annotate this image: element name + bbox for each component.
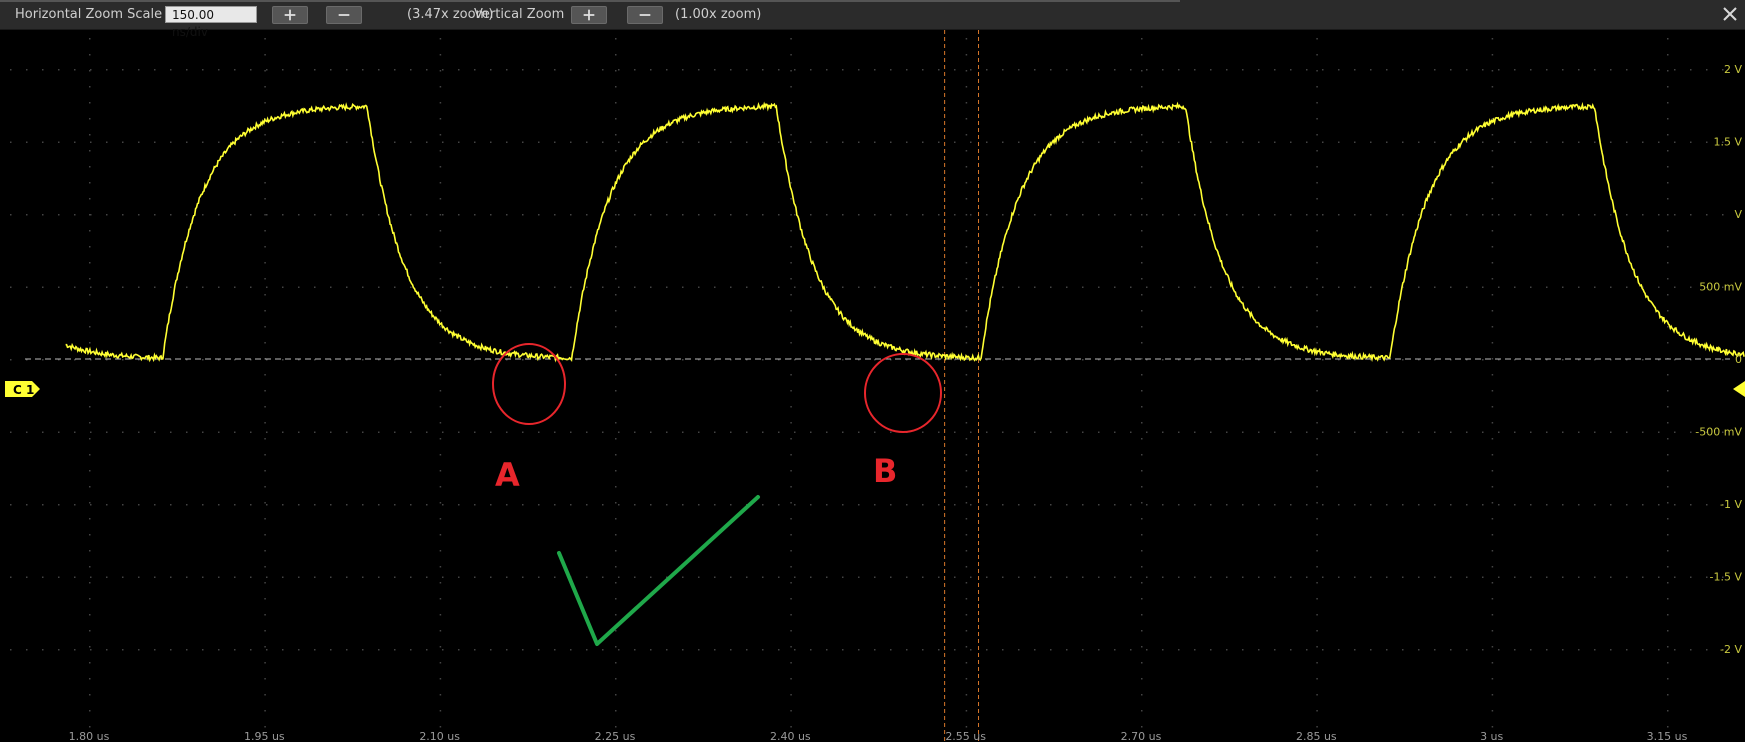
x-tick-label: 2.10 us xyxy=(419,730,460,742)
annotation-label-b: B xyxy=(873,452,897,490)
scope-display[interactable]: 2 V 1.5 V V 500 mV 0 -500 mV -1 V -1.5 V -2 V 1.… xyxy=(0,30,1745,742)
cursor-lines[interactable] xyxy=(944,30,980,742)
h-zoom-factor: (3.47x zoom) xyxy=(407,7,494,22)
channel-1-label: C 1 xyxy=(13,383,34,397)
y-tick-label: 0 xyxy=(1735,353,1742,366)
x-tick-label: 1.80 us xyxy=(69,730,110,742)
v-zoom-label: Vertical Zoom xyxy=(474,7,565,22)
y-tick-label: 1.5 V xyxy=(1713,136,1742,149)
x-tick-label: 2.40 us xyxy=(770,730,811,742)
y-tick-label: -2 V xyxy=(1720,643,1742,656)
plus-icon xyxy=(583,9,595,21)
x-tick-label: 2.85 us xyxy=(1296,730,1337,742)
y-tick-label: -500 mV xyxy=(1695,426,1742,439)
annotation-circle-b xyxy=(864,353,942,433)
y-tick-label: -1 V xyxy=(1720,498,1742,511)
v-zoom-in-button[interactable] xyxy=(571,6,607,24)
h-zoom-out-button[interactable] xyxy=(326,6,362,24)
toolbar-accent xyxy=(0,0,1180,2)
v-zoom-out-button[interactable] xyxy=(627,6,663,24)
y-tick-label: -1.5 V xyxy=(1710,571,1743,584)
annotation-circle-a xyxy=(492,343,566,425)
zoom-toolbar: Horizontal Zoom Scale 150.00 ns/div (3.4… xyxy=(0,0,1745,39)
x-tick-label: 1.95 us xyxy=(244,730,285,742)
ground-marker-right[interactable] xyxy=(1733,381,1745,397)
x-tick-label: 2.70 us xyxy=(1121,730,1162,742)
minus-icon xyxy=(639,14,651,16)
v-zoom-factor: (1.00x zoom) xyxy=(675,7,762,22)
y-tick-label: V xyxy=(1734,208,1742,221)
check-mark-icon xyxy=(557,495,760,646)
x-axis-labels: 1.80 us 1.95 us 2.10 us 2.25 us 2.40 us 2.55 … xyxy=(69,730,1688,742)
annotation-label-a: A xyxy=(495,456,520,494)
graticule xyxy=(10,38,1724,728)
h-zoom-in-button[interactable] xyxy=(272,6,308,24)
y-tick-label: 500 mV xyxy=(1699,281,1742,294)
y-axis-labels: 2 V 1.5 V V 500 mV 0 -500 mV -1 V -1.5 V -2 V xyxy=(1695,63,1742,656)
y-tick-label: 2 V xyxy=(1724,63,1742,76)
x-tick-label: 3.15 us xyxy=(1647,730,1688,742)
h-zoom-value-field[interactable]: 150.00 ns/div xyxy=(165,6,257,39)
close-icon[interactable] xyxy=(1719,3,1741,25)
x-tick-label: 2.55 us xyxy=(945,730,986,742)
plus-icon xyxy=(284,9,296,21)
channel-1-marker[interactable]: C 1 xyxy=(5,381,40,397)
x-tick-label: 2.25 us xyxy=(595,730,636,742)
channel-1-waveform xyxy=(65,101,1745,363)
minus-icon xyxy=(338,14,350,16)
x-tick-label: 3 us xyxy=(1480,730,1503,742)
h-zoom-label: Horizontal Zoom Scale xyxy=(15,7,163,22)
